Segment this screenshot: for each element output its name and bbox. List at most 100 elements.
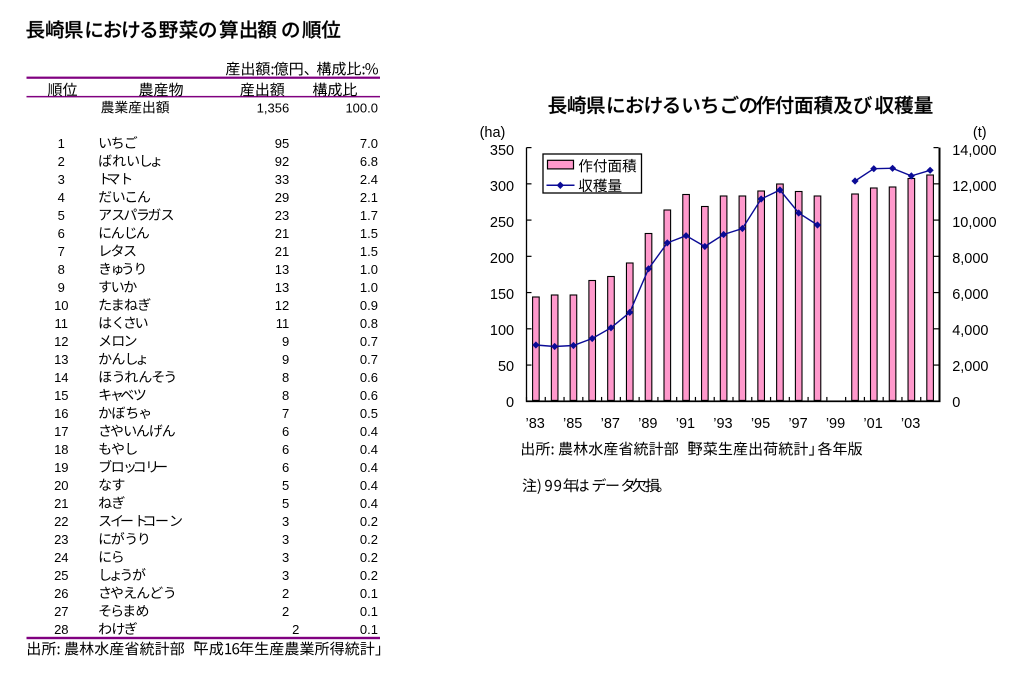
svg-text:’85: ’85	[563, 416, 582, 432]
svg-text:15: 15	[54, 388, 68, 403]
svg-text:3: 3	[58, 172, 65, 187]
svg-text:4,000: 4,000	[952, 323, 988, 339]
svg-text:1.0: 1.0	[360, 280, 378, 295]
svg-text:19: 19	[54, 460, 68, 475]
svg-text:6: 6	[282, 442, 289, 457]
svg-text:8: 8	[282, 370, 289, 385]
svg-text:6: 6	[282, 424, 289, 439]
svg-text:0.2: 0.2	[360, 514, 378, 529]
svg-text:5: 5	[282, 478, 289, 493]
svg-text:10: 10	[54, 298, 68, 313]
svg-text:20: 20	[54, 478, 68, 493]
svg-text:2: 2	[58, 154, 65, 169]
svg-text:2,000: 2,000	[952, 359, 988, 375]
svg-text:350: 350	[490, 143, 514, 159]
svg-text:16: 16	[54, 406, 68, 421]
svg-text:5: 5	[58, 208, 65, 223]
svg-text:0.4: 0.4	[360, 496, 378, 511]
svg-text:0.2: 0.2	[360, 550, 378, 565]
svg-text:12,000: 12,000	[952, 179, 996, 195]
svg-text:7: 7	[58, 244, 65, 259]
svg-text:250: 250	[490, 215, 514, 231]
svg-text:7: 7	[282, 406, 289, 421]
svg-text:22: 22	[54, 514, 68, 529]
svg-text:0.1: 0.1	[360, 604, 378, 619]
svg-text:150: 150	[490, 287, 514, 303]
svg-text:100.0: 100.0	[345, 100, 378, 115]
svg-text:21: 21	[275, 244, 289, 259]
svg-text:6,000: 6,000	[952, 287, 988, 303]
svg-text:8,000: 8,000	[952, 251, 988, 267]
svg-text:3: 3	[282, 550, 289, 565]
svg-text:13: 13	[275, 262, 289, 277]
svg-text:1.5: 1.5	[360, 244, 378, 259]
svg-text:0.4: 0.4	[360, 424, 378, 439]
svg-text:’99: ’99	[826, 416, 845, 432]
svg-text:1.0: 1.0	[360, 262, 378, 277]
svg-text:’95: ’95	[751, 416, 770, 432]
svg-text:28: 28	[54, 622, 68, 637]
svg-text:6: 6	[282, 460, 289, 475]
svg-text:95: 95	[275, 136, 289, 151]
svg-text:29: 29	[275, 190, 289, 205]
svg-text:2.1: 2.1	[360, 190, 378, 205]
svg-text:’83: ’83	[526, 416, 545, 432]
svg-text:0.4: 0.4	[360, 442, 378, 457]
svg-text:7.0: 7.0	[360, 136, 378, 151]
svg-text:8: 8	[58, 262, 65, 277]
svg-text:14: 14	[54, 370, 68, 385]
svg-text:24: 24	[54, 550, 68, 565]
svg-text:27: 27	[54, 604, 68, 619]
svg-text:33: 33	[275, 172, 289, 187]
svg-text:6: 6	[58, 226, 65, 241]
svg-text:0: 0	[952, 395, 960, 411]
svg-text:11: 11	[276, 316, 290, 331]
svg-text:8: 8	[282, 388, 289, 403]
svg-text:10,000: 10,000	[952, 215, 996, 231]
svg-text:2.4: 2.4	[360, 172, 378, 187]
svg-text:14,000: 14,000	[952, 143, 996, 159]
svg-text:3: 3	[282, 514, 289, 529]
svg-text:100: 100	[490, 323, 514, 339]
svg-text:2: 2	[292, 622, 299, 637]
svg-text:0.6: 0.6	[360, 388, 378, 403]
svg-text:1.7: 1.7	[360, 208, 378, 223]
svg-text:300: 300	[490, 179, 514, 195]
svg-text:4: 4	[58, 190, 65, 205]
svg-text:13: 13	[275, 280, 289, 295]
svg-text:9: 9	[282, 352, 289, 367]
svg-text:1.5: 1.5	[360, 226, 378, 241]
svg-text:0.8: 0.8	[360, 316, 378, 331]
svg-text:0.1: 0.1	[360, 622, 378, 637]
svg-text:0.9: 0.9	[360, 298, 378, 313]
svg-text:’89: ’89	[638, 416, 657, 432]
svg-text:17: 17	[54, 424, 68, 439]
svg-text:0.4: 0.4	[360, 478, 378, 493]
svg-text:25: 25	[54, 568, 68, 583]
svg-text:0.7: 0.7	[360, 334, 378, 349]
svg-text:3: 3	[282, 568, 289, 583]
svg-text:12: 12	[54, 334, 68, 349]
svg-text:0.6: 0.6	[360, 370, 378, 385]
svg-text:26: 26	[54, 586, 68, 601]
svg-text:23: 23	[54, 532, 68, 547]
svg-text:0.2: 0.2	[360, 568, 378, 583]
svg-text:0.2: 0.2	[360, 532, 378, 547]
svg-text:1,356: 1,356	[257, 100, 290, 115]
svg-text:23: 23	[275, 208, 289, 223]
svg-text:9: 9	[58, 280, 65, 295]
svg-text:’01: ’01	[863, 416, 882, 432]
svg-text:13: 13	[54, 352, 68, 367]
svg-text:0: 0	[506, 395, 514, 411]
svg-text:2: 2	[282, 586, 289, 601]
svg-text:’93: ’93	[713, 416, 732, 432]
svg-text:’87: ’87	[601, 416, 620, 432]
svg-text:’03: ’03	[901, 416, 920, 432]
svg-text:’91: ’91	[676, 416, 695, 432]
svg-text:0.4: 0.4	[360, 460, 378, 475]
svg-text:18: 18	[54, 442, 68, 457]
svg-text:11: 11	[55, 316, 69, 331]
svg-text:(t): (t)	[973, 125, 987, 141]
svg-text:21: 21	[275, 226, 289, 241]
svg-text:21: 21	[54, 496, 68, 511]
